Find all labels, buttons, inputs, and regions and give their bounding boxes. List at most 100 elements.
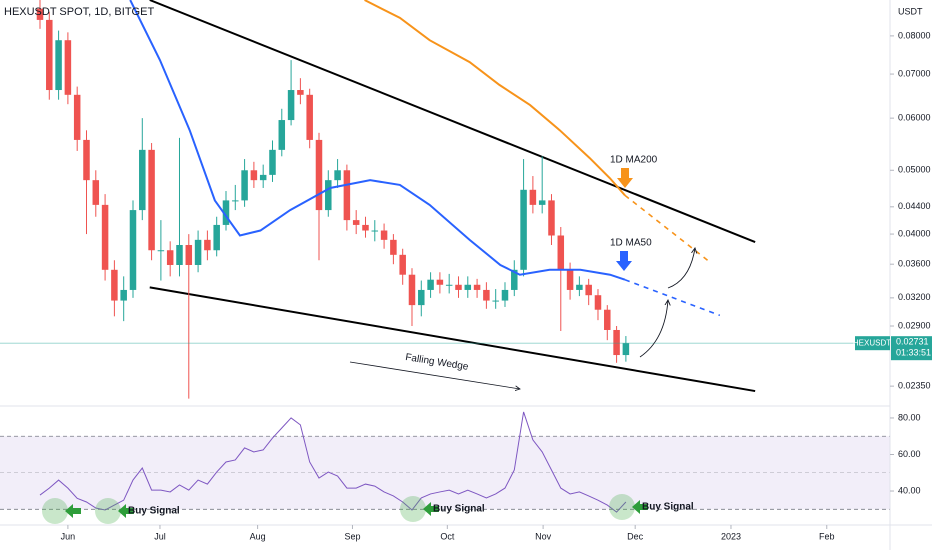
candle-body xyxy=(622,343,630,356)
candle-body xyxy=(399,254,406,275)
y-tick-label: 0.02350 xyxy=(898,381,931,391)
y-tick-label: 0.08000 xyxy=(898,30,931,40)
rsi-tick-label: 60.00 xyxy=(898,449,921,459)
candle xyxy=(585,278,592,306)
candle xyxy=(622,336,630,362)
candle xyxy=(83,130,90,235)
candle-body xyxy=(408,274,416,306)
candle-body xyxy=(576,284,583,290)
price-pane xyxy=(0,0,890,399)
signal-label: Buy Signal xyxy=(433,504,485,515)
candle-body xyxy=(111,269,118,301)
candle-body xyxy=(529,189,537,205)
candle-body xyxy=(538,200,546,205)
candle xyxy=(325,170,332,217)
candle-body xyxy=(585,284,592,296)
ma50-arrow xyxy=(616,251,632,271)
candle-body xyxy=(83,139,90,181)
x-tick-label: Aug xyxy=(250,531,266,541)
candle-body xyxy=(241,170,248,201)
candle-body xyxy=(604,309,611,330)
candle xyxy=(101,194,109,281)
candle-body xyxy=(194,239,202,265)
candle xyxy=(185,234,193,399)
candle xyxy=(520,159,527,277)
y-tick-label: 0.05000 xyxy=(898,165,931,175)
candle xyxy=(204,230,211,261)
candle xyxy=(436,272,444,294)
x-tick-label: Jun xyxy=(61,531,76,541)
price-badge xyxy=(891,336,932,361)
y-tick-label: 0.04000 xyxy=(898,228,931,238)
last-price-label: 0.02731 xyxy=(896,337,929,347)
rsi-pane xyxy=(0,411,890,513)
ma50-label: 1D MA50 xyxy=(610,238,652,249)
candle-body xyxy=(557,235,565,270)
y-tick-label: 0.02900 xyxy=(898,320,931,330)
candle-body xyxy=(92,180,100,205)
candle-body xyxy=(315,139,323,211)
signal-circle xyxy=(400,496,426,522)
candle xyxy=(111,260,118,317)
ma200-label: 1D MA200 xyxy=(610,155,658,166)
candle xyxy=(390,234,397,265)
price-unit: USDT xyxy=(898,6,923,16)
moving-average xyxy=(129,0,626,281)
symbol-label: HEXUSDT xyxy=(853,338,891,347)
candle xyxy=(557,227,565,331)
x-tick-label: Feb xyxy=(819,531,835,541)
curved-arrow xyxy=(667,248,695,289)
signal-circle xyxy=(95,498,121,524)
candle xyxy=(73,86,81,151)
candle-body xyxy=(380,230,388,240)
candle-body xyxy=(213,224,220,251)
candle-body xyxy=(548,200,555,236)
candle-body xyxy=(36,8,44,20)
candle xyxy=(250,161,258,188)
candle-body xyxy=(297,90,304,95)
candle-body xyxy=(390,239,397,255)
trendline xyxy=(149,0,756,243)
candle-body xyxy=(278,120,286,150)
candle xyxy=(483,282,490,309)
candle-body xyxy=(371,230,379,232)
candle xyxy=(352,210,360,235)
candle-body xyxy=(73,94,81,140)
candle-body xyxy=(250,170,258,181)
candle xyxy=(315,132,323,261)
chart-title: HEXUSDT SPOT, 1D, BITGET xyxy=(4,6,154,18)
moving-average xyxy=(364,0,626,197)
candle-body xyxy=(129,210,137,290)
signal-circle xyxy=(42,498,68,524)
y-tick-label: 0.06000 xyxy=(898,113,931,123)
candle-body xyxy=(120,289,127,301)
candle-body xyxy=(269,149,276,175)
candle-body xyxy=(176,244,183,265)
candle xyxy=(576,276,583,297)
rsi-tick-label: 40.00 xyxy=(898,485,921,495)
candle xyxy=(343,164,351,231)
candle xyxy=(297,78,304,105)
candle-body xyxy=(232,200,239,202)
candle xyxy=(157,220,165,281)
candle-body xyxy=(101,204,109,270)
y-tick-label: 0.04400 xyxy=(898,201,931,211)
candle xyxy=(538,156,546,214)
candle xyxy=(604,305,611,341)
y-tick-label: 0.07000 xyxy=(898,68,931,78)
candle xyxy=(166,241,174,277)
candle xyxy=(529,176,537,214)
candle xyxy=(501,282,509,307)
candle xyxy=(222,191,230,231)
candle xyxy=(241,159,248,207)
candle xyxy=(64,32,72,105)
candle-body xyxy=(511,269,518,290)
ma-projection xyxy=(624,278,721,317)
candle-body xyxy=(613,329,620,356)
candle xyxy=(278,108,286,157)
candle xyxy=(139,118,146,221)
signal-label: Buy Signal xyxy=(642,502,694,513)
x-tick-label: Nov xyxy=(535,531,552,541)
